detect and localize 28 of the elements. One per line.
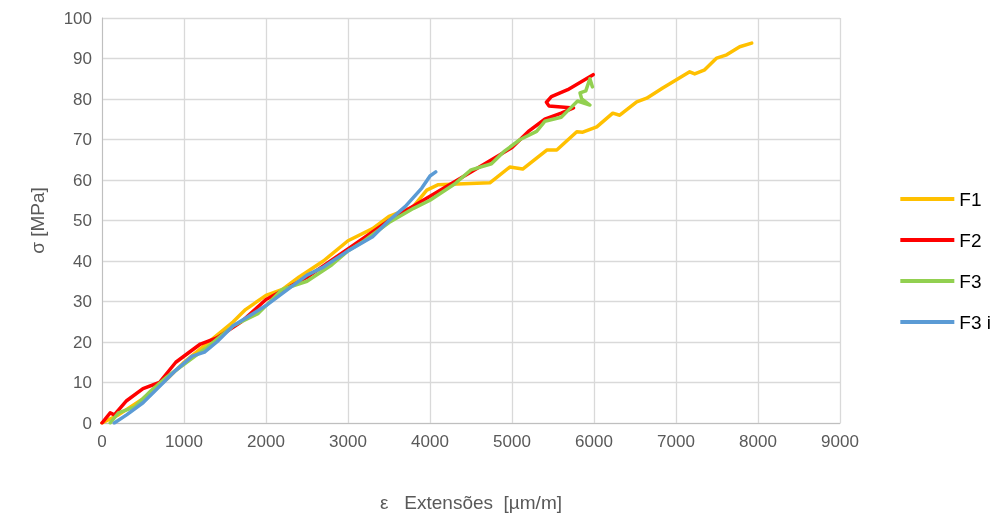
- y-tick-label: 20: [73, 332, 92, 352]
- x-tick-label: 7000: [657, 432, 695, 451]
- x-tick-label: 6000: [575, 432, 613, 451]
- y-tick-label: 0: [82, 413, 92, 433]
- y-tick-label: 10: [73, 373, 92, 392]
- x-tick-label: 2000: [247, 432, 285, 451]
- y-tick-label: 70: [73, 130, 92, 149]
- y-axis-title: σ [MPa]: [27, 187, 48, 254]
- y-tick-label: 30: [73, 292, 92, 311]
- x-tick-label: 8000: [739, 432, 777, 451]
- x-axis-title: ε Extensões [µm/m]: [379, 492, 563, 513]
- x-tick-label: 1000: [165, 432, 203, 451]
- y-tick-label: 40: [73, 251, 92, 271]
- y-tick-label: 100: [63, 8, 92, 28]
- x-tick-label: 0: [97, 432, 107, 451]
- y-tick-label: 90: [73, 49, 92, 68]
- x-tick-label: 4000: [411, 432, 449, 451]
- y-tick-label: 80: [73, 89, 92, 109]
- legend-label: F3: [959, 270, 982, 292]
- legend-label: F2: [959, 229, 982, 251]
- y-tick-label: 50: [73, 211, 92, 230]
- legend-label: F3 i: [959, 311, 992, 333]
- y-tick-label: 60: [73, 170, 92, 190]
- x-tick-label: 3000: [329, 432, 367, 451]
- line-series: [112, 170, 438, 425]
- legend-label: F1: [959, 188, 982, 210]
- x-tick-label: 9000: [821, 432, 859, 451]
- x-tick-label: 5000: [493, 432, 531, 451]
